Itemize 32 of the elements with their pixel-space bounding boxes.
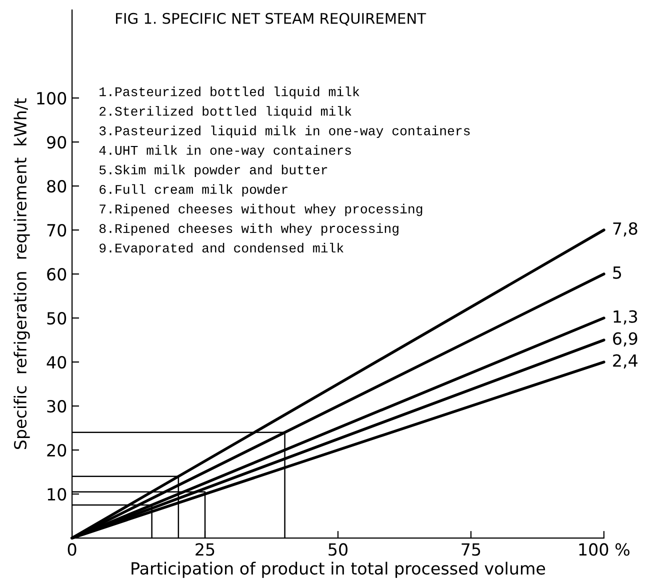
chart-title: FIG 1. SPECIFIC NET STEAM REQUIREMENT [116, 12, 426, 26]
annotation: 9.Evaporated and condensed milk [100, 242, 344, 256]
x-tick-label: 25 [196, 543, 214, 556]
y-tick-label: 60 [47, 268, 66, 281]
y-tick-label: 70 [47, 224, 66, 237]
x-tick-label: 75 [462, 543, 480, 556]
x-tick-label: 0 [68, 543, 76, 556]
y-tick-label: 80 [47, 180, 66, 193]
annotation: 6.Full cream milk powder [100, 184, 288, 197]
y-tick-label: 100 [37, 92, 66, 105]
annotation: 1.Pasteurized bottled liquid milk [100, 86, 360, 99]
series-label: 1,3 [614, 310, 638, 325]
annotation: 8.Ripened cheeses with whey processing [100, 223, 398, 236]
y-tick-label: 20 [47, 444, 66, 457]
x-axis-title: Participation of product in total processed volume [132, 562, 546, 578]
y-tick-label: 90 [47, 136, 66, 149]
x-tick-label: 100 % [579, 543, 630, 556]
y-tick-label: 30 [47, 400, 66, 413]
series-label: 6,9 [613, 332, 638, 347]
series-label: 2,4 [613, 354, 638, 369]
y-tick-label: 10 [48, 488, 66, 501]
x-tick-label: 50 [328, 543, 348, 556]
y-axis-title: Specific refrigeration requirement kWh/t [14, 98, 30, 450]
annotation: 3.Pasteurized liquid milk in one-way containers [99, 126, 470, 138]
y-tick-label: 40 [46, 356, 66, 369]
series-label: 7,8 [613, 222, 638, 237]
series-label: 5 [613, 266, 622, 279]
annotation: 5.Skim milk powder and butter [99, 164, 328, 178]
annotation: 7.Ripened cheeses without whey processing [100, 204, 422, 216]
annotation: 2.Sterilized bottled liquid milk [100, 106, 352, 118]
y-tick-label: 50 [47, 312, 66, 325]
annotation: 4.UHT milk in one-way containers [99, 145, 351, 158]
